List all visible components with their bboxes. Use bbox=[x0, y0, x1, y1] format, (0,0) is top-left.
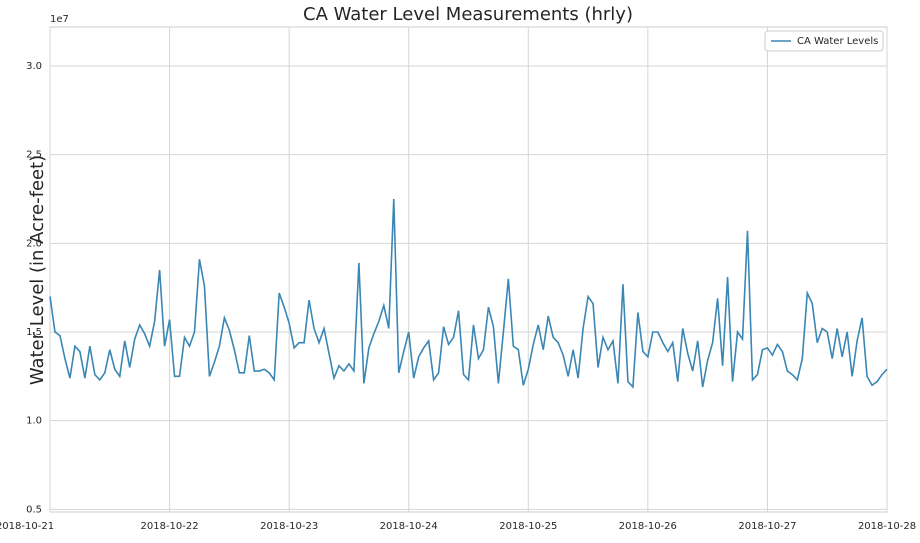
legend-box bbox=[764, 30, 884, 52]
data-line bbox=[49, 198, 888, 389]
y-offset-label: 1e7 bbox=[50, 14, 69, 25]
chart-title: CA Water Level Measurements (hrly) bbox=[303, 4, 633, 25]
plot-area bbox=[49, 26, 888, 513]
x-tick-label: 2018-10-27 bbox=[738, 521, 796, 532]
x-tick-label: 2018-10-21 bbox=[0, 521, 54, 532]
y-tick-label: 1.0 bbox=[26, 416, 42, 427]
y-tick-label: 0.5 bbox=[26, 504, 42, 515]
x-tick-label: 2018-10-28 bbox=[858, 521, 916, 532]
legend: CA Water Levels bbox=[764, 30, 884, 52]
y-axis-label: Water Level (in Acre-feet) bbox=[27, 155, 48, 385]
x-tick-label: 2018-10-24 bbox=[380, 521, 438, 532]
legend-label: CA Water Levels bbox=[797, 36, 878, 47]
lines bbox=[49, 198, 888, 389]
grid: 0.5 1.0 1.5 2.0 2.5 3.0 2018-10-21 2018-10-22 20… bbox=[0, 27, 916, 532]
y-tick-label: 2.5 bbox=[26, 150, 42, 161]
y-tick-label: 2.0 bbox=[26, 238, 42, 249]
x-tick-label: 2018-10-22 bbox=[141, 521, 199, 532]
y-tick-label: 3.0 bbox=[26, 61, 42, 72]
y-tick-label: 1.5 bbox=[26, 327, 42, 338]
x-tick-label: 2018-10-25 bbox=[499, 521, 557, 532]
x-tick-label: 2018-10-26 bbox=[619, 521, 677, 532]
x-tick-label: 2018-10-23 bbox=[260, 521, 318, 532]
